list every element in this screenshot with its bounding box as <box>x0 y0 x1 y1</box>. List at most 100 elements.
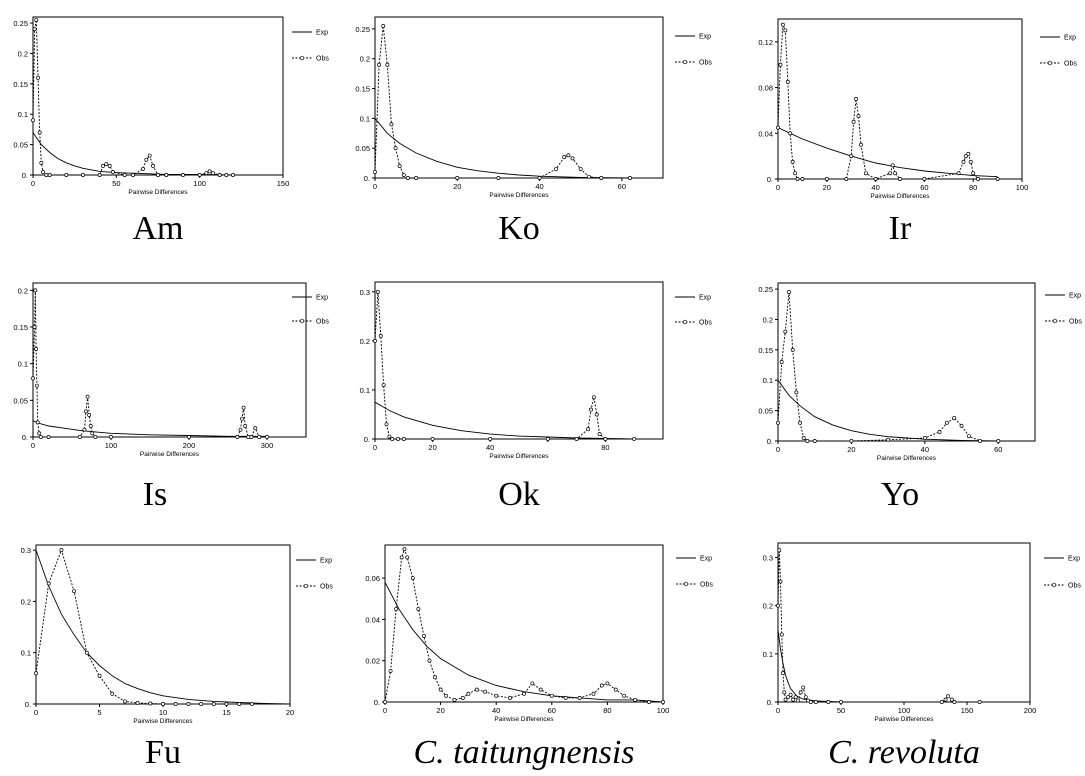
data-point <box>952 700 957 704</box>
plot-frame <box>35 544 291 705</box>
plot-frame <box>777 18 1023 180</box>
y-tick-label: 0. <box>25 700 31 709</box>
data-point <box>578 167 583 172</box>
data-point <box>844 177 849 181</box>
y-tick-label: 0.1 <box>763 376 773 385</box>
x-axis-label: Pairwise Differences <box>494 716 554 723</box>
panel-title: Fu <box>145 734 181 771</box>
data-point <box>922 436 927 440</box>
legend-obs-label: Obs <box>316 319 329 326</box>
data-point <box>790 347 795 352</box>
series-line-exp <box>384 581 664 703</box>
data-point <box>782 690 787 695</box>
legend-obs-marker <box>1051 582 1057 588</box>
data-point <box>483 689 488 694</box>
y-tick-label: 0.2 <box>18 286 28 295</box>
x-tick-label: 0 <box>31 441 35 450</box>
data-point <box>410 576 415 581</box>
legend-obs-label: Obs <box>699 320 712 327</box>
data-point <box>893 171 898 176</box>
data-point <box>455 176 460 180</box>
x-tick-label: 10 <box>159 708 167 717</box>
data-point <box>414 176 419 180</box>
data-point <box>387 434 392 439</box>
y-tick-label: 0.02 <box>365 657 380 666</box>
data-point <box>32 325 37 329</box>
data-point <box>603 437 608 441</box>
legend-exp-label: Exp <box>699 295 711 302</box>
data-point <box>599 176 604 180</box>
data-point <box>401 437 406 441</box>
data-point <box>794 390 799 395</box>
data-point <box>87 413 92 417</box>
x-tick-label: 0 <box>373 443 377 452</box>
data-point <box>46 581 51 586</box>
chart-panel-3: 0. 0.04 0.08 0.12 0 20 40 60 80 100 Pairwise Diffe… <box>758 18 1077 200</box>
data-point <box>780 22 785 27</box>
y-tick-label: 0.1 <box>360 114 370 123</box>
data-point <box>939 700 944 704</box>
data-point <box>849 154 854 159</box>
panel-title: Is <box>142 476 168 513</box>
y-tick-label: 0.3 <box>360 288 370 297</box>
data-point <box>793 695 798 700</box>
series-line-obs <box>32 19 233 176</box>
y-tick-label: 0.05 <box>355 144 370 153</box>
data-point <box>888 171 893 176</box>
data-point <box>399 555 404 560</box>
data-point <box>197 173 202 177</box>
data-point <box>977 700 982 704</box>
data-point <box>39 160 44 165</box>
x-tick-label: 0 <box>776 183 780 192</box>
data-point <box>589 407 593 412</box>
y-tick-label: 0. <box>22 171 28 180</box>
data-point <box>394 607 399 611</box>
data-point <box>859 142 863 147</box>
data-point <box>791 697 796 702</box>
data-point <box>783 329 788 334</box>
data-point <box>34 383 39 388</box>
panel-title: C. taitungnensis <box>413 734 635 771</box>
data-point <box>46 435 51 439</box>
data-point <box>971 171 976 176</box>
data-point <box>922 177 927 181</box>
plot-frame <box>32 16 284 176</box>
chart-panel-2: 0. 0.05 0.1 0.15 0.2 0.25 0 20 40 60 Pairwise Diff… <box>355 16 712 199</box>
data-point <box>97 173 102 177</box>
series-line-obs <box>777 550 980 703</box>
data-point <box>779 632 784 637</box>
x-axis-label: Pairwise Differences <box>140 451 200 458</box>
legend-exp-label: Exp <box>316 295 328 302</box>
y-tick-label: 0. <box>767 437 773 446</box>
data-point <box>826 700 831 704</box>
data-point <box>107 163 112 168</box>
data-point <box>141 166 145 171</box>
data-point <box>783 28 788 33</box>
legend-obs-marker <box>682 319 688 325</box>
panel-title: Ko <box>498 210 540 247</box>
data-point <box>381 383 386 387</box>
chart-panel-7: 0. 0.1 0.2 0.3 0 5 10 15 20 Pairwise Differences E… <box>21 544 333 725</box>
data-point <box>977 439 982 443</box>
data-point <box>849 439 854 443</box>
data-point <box>943 697 948 702</box>
data-point <box>388 669 393 673</box>
data-point <box>416 607 421 611</box>
y-tick-label: 0.04 <box>365 615 380 624</box>
x-tick-label: 20 <box>436 706 444 715</box>
y-tick-label: 0.15 <box>355 85 370 94</box>
data-point <box>795 177 800 181</box>
data-point <box>32 27 37 32</box>
y-tick-label: 0.2 <box>763 602 773 611</box>
data-point <box>591 395 596 400</box>
data-point <box>211 171 215 176</box>
data-point <box>81 173 85 177</box>
data-point <box>31 376 35 381</box>
data-point <box>224 702 229 706</box>
data-point <box>952 415 957 420</box>
x-tick-label: 0 <box>776 706 780 715</box>
data-point <box>824 177 829 181</box>
x-tick-label: 40 <box>871 183 879 192</box>
data-point <box>224 173 229 177</box>
data-point <box>31 118 35 123</box>
